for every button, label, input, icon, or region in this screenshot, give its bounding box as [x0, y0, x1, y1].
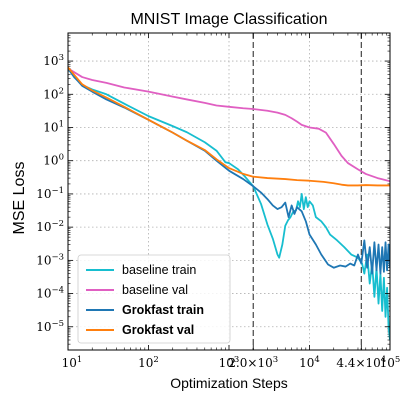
y-tick-label: 102 — [43, 86, 64, 101]
series-line-baseline-train — [68, 67, 390, 341]
x-tick-label-exponent: 3 — [234, 355, 239, 365]
x-tick-label-base: 10 — [138, 356, 153, 370]
y-tick-label-base: 10 — [36, 187, 51, 201]
x-tick-label-exponent: 4 — [314, 355, 319, 365]
x-tick-label: 104 — [299, 355, 320, 370]
chart-title: MNIST Image Classification — [130, 11, 327, 28]
legend-item: Grokfast val — [86, 323, 194, 337]
y-tick-label: 10−5 — [36, 319, 64, 334]
legend-item: baseline train — [86, 263, 196, 277]
y-tick-label-exponent: −4 — [51, 286, 64, 296]
x-tick-label-exponent: 5 — [395, 355, 400, 365]
legend-label: Grokfast train — [122, 303, 204, 317]
y-tick-label-exponent: 0 — [59, 153, 64, 163]
x-tick-label-mantissa: 4.4 — [336, 356, 355, 370]
y-tick-label-exponent: −5 — [51, 319, 64, 329]
x-tick-label-base: 10 — [380, 356, 395, 370]
y-tick-label-base: 10 — [36, 320, 51, 334]
y-tick-label-exponent: 2 — [59, 86, 64, 96]
legend-item: Grokfast train — [86, 303, 204, 317]
legend-label: baseline val — [122, 283, 188, 297]
x-tick-label-base: 10 — [366, 356, 381, 370]
legend-item: baseline val — [86, 283, 188, 297]
x-tick-label: 105 — [380, 355, 401, 370]
y-tick-label: 10−2 — [36, 219, 64, 234]
y-tick-label-base: 10 — [43, 54, 58, 68]
x-tick-label: 4.4×104 — [336, 355, 386, 370]
y-tick-label-exponent: −3 — [51, 252, 64, 262]
x-tick-label-exponent: 1 — [77, 355, 82, 365]
plot-frame — [67, 32, 391, 351]
y-tick-label-exponent: 1 — [59, 119, 64, 129]
x-tick-label: 102 — [138, 355, 159, 370]
y-tick-label: 10−3 — [36, 252, 64, 267]
y-tick-label: 101 — [43, 119, 64, 134]
y-tick-label: 10−4 — [36, 286, 64, 301]
y-tick-label-exponent: 3 — [59, 53, 64, 63]
x-tick-label-base: 10 — [299, 356, 314, 370]
y-tick-label: 10−1 — [36, 186, 64, 201]
x-tick-label-times: × — [355, 356, 365, 370]
series-line-grokfast-val — [68, 66, 390, 187]
y-tick-label: 103 — [43, 53, 64, 68]
x-tick-label-exponent: 3 — [273, 355, 278, 365]
series-lines — [68, 66, 390, 341]
legend-label: Grokfast val — [122, 323, 194, 337]
y-tick-label-exponent: −1 — [51, 186, 64, 196]
series-line-baseline-val — [68, 67, 390, 183]
x-tick-label-times: × — [247, 356, 257, 370]
x-tick-label: 103 — [219, 355, 240, 370]
y-tick-label-base: 10 — [43, 154, 58, 168]
x-tick-label-base: 10 — [62, 356, 77, 370]
y-tick-label-base: 10 — [36, 220, 51, 234]
y-tick-label-base: 10 — [36, 253, 51, 267]
x-tick-label-base: 10 — [219, 356, 234, 370]
x-tick-label-base: 10 — [257, 356, 272, 370]
x-tick-label-exponent: 2 — [153, 355, 158, 365]
legend: baseline train baseline val Grokfast train… — [77, 254, 231, 344]
x-tick-label: 101 — [62, 355, 83, 370]
x-tick-label-exponent: 4 — [381, 355, 386, 365]
legend-label: baseline train — [122, 263, 196, 277]
x-axis-label: Optimization Steps — [170, 375, 288, 391]
x-tick-label: 2.0×103 — [228, 355, 278, 370]
y-tick-label-base: 10 — [36, 287, 51, 301]
y-tick-label-base: 10 — [43, 120, 58, 134]
y-tick-label-exponent: −2 — [51, 219, 64, 229]
legend-box — [77, 254, 231, 344]
x-tick-label-mantissa: 2.0 — [228, 356, 247, 370]
y-axis-label: MSE Loss — [11, 162, 28, 235]
y-tick-label: 100 — [43, 153, 64, 168]
y-tick-label-base: 10 — [43, 87, 58, 101]
